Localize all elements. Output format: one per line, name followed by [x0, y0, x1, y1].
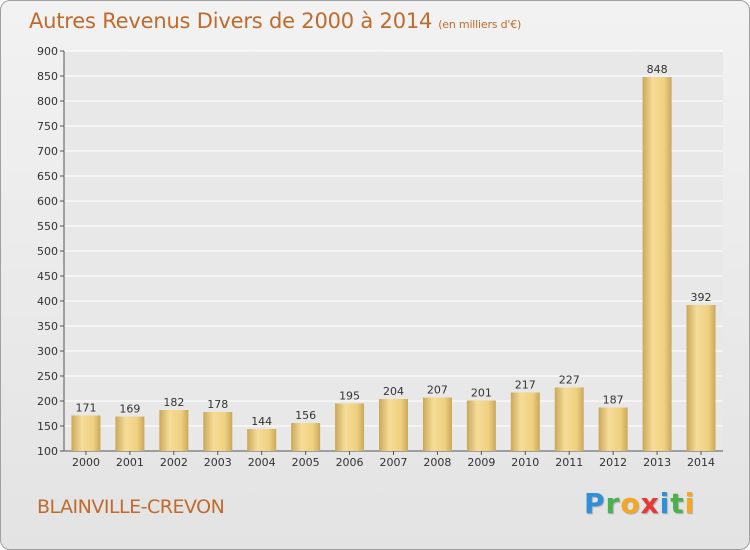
logo-letter: r: [605, 487, 621, 520]
logo-letter: o: [620, 487, 641, 520]
bar: [642, 77, 672, 451]
y-tick-label: 350: [37, 320, 58, 333]
y-tick-label: 200: [37, 395, 58, 408]
x-tick-label: 2010: [511, 456, 539, 469]
logo-letter: t: [670, 487, 685, 520]
y-tick-label: 100: [37, 445, 58, 458]
y-tick-label: 650: [37, 170, 58, 183]
logo-letter: i: [684, 487, 696, 520]
bar: [247, 429, 277, 451]
x-tick-label: 2007: [380, 456, 408, 469]
axes: 100 150 200 250 300 350 400 450 500 550 600 650 700 7…: [37, 45, 723, 469]
bar: [598, 407, 628, 451]
x-tick-label: 2002: [160, 456, 188, 469]
bar: [291, 423, 321, 451]
data-label: 848: [647, 63, 668, 76]
bar: [203, 412, 233, 451]
x-tick-label: 2001: [116, 456, 144, 469]
bar: [686, 305, 716, 451]
x-tick-label: 2011: [555, 456, 583, 469]
x-tick-label: 2009: [467, 456, 495, 469]
data-label: 392: [691, 291, 712, 304]
bar: [379, 399, 408, 451]
data-label: 217: [515, 379, 536, 392]
data-label: 156: [295, 409, 316, 422]
data-label: 227: [559, 374, 580, 387]
y-tick-label: 400: [37, 295, 58, 308]
bar: [466, 400, 496, 451]
x-tick-label: 2014: [687, 456, 715, 469]
x-tick-label: 2006: [336, 456, 364, 469]
bar: [115, 416, 145, 451]
y-tick-label: 150: [37, 420, 58, 433]
data-label: 195: [339, 390, 360, 403]
data-label: 182: [163, 396, 184, 409]
data-label: 178: [207, 398, 228, 411]
x-tick-label: 2012: [599, 456, 627, 469]
y-tick-label: 750: [37, 120, 58, 133]
y-tick-label: 600: [37, 195, 58, 208]
data-label: 187: [603, 394, 624, 407]
bar: [71, 415, 101, 451]
x-tick-label: 2004: [248, 456, 276, 469]
x-tick-label: 2013: [643, 456, 671, 469]
y-tick-label: 250: [37, 370, 58, 383]
y-tick-label: 450: [37, 270, 58, 283]
data-labels: 171 169 182 178 144 156 195 204 207 201 217 227 187 8…: [75, 63, 711, 428]
data-label: 201: [471, 387, 492, 400]
y-tick-label: 800: [37, 95, 58, 108]
data-label: 204: [383, 385, 404, 398]
bar: [159, 410, 189, 451]
commune-name: BLAINVILLE-CREVON: [37, 496, 225, 518]
bars: [71, 77, 716, 451]
x-tick-label: 2008: [423, 456, 451, 469]
bar: [510, 392, 540, 451]
y-tick-label: 850: [37, 70, 58, 83]
logo-letter: x: [640, 487, 660, 520]
x-tick-label: 2000: [72, 456, 100, 469]
logo-letter: i: [659, 487, 671, 520]
logo-letter: P: [584, 487, 606, 520]
y-tick-label: 900: [37, 45, 58, 58]
y-tick-label: 550: [37, 220, 58, 233]
bar: [554, 387, 584, 451]
data-label: 207: [427, 384, 448, 397]
data-label: 169: [119, 403, 140, 416]
proxiti-logo[interactable]: Proxiti: [584, 487, 695, 520]
chart-unit: (en milliers d'€): [438, 18, 522, 31]
y-tick-label: 700: [37, 145, 58, 158]
bar: [335, 403, 365, 451]
chart-title-text: Autres Revenus Divers de 2000 à 2014: [29, 9, 433, 33]
chart-title: Autres Revenus Divers de 2000 à 2014 (en …: [29, 9, 521, 33]
data-label: 144: [251, 415, 272, 428]
y-tick-label: 500: [37, 245, 58, 258]
x-tick-label: 2003: [204, 456, 232, 469]
grid: [64, 50, 723, 452]
x-tick-label: 2005: [292, 456, 320, 469]
data-label: 171: [75, 402, 96, 415]
bar: [422, 397, 452, 451]
y-tick-label: 300: [37, 345, 58, 358]
